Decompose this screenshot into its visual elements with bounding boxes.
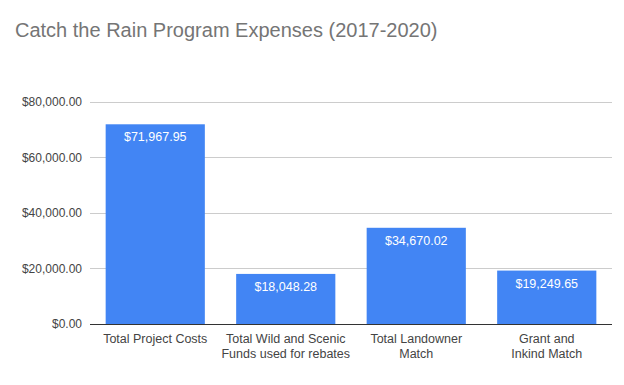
x-tick-label-line: Total Project Costs xyxy=(103,332,207,346)
y-tick-label: $40,000.00 xyxy=(22,206,82,220)
data-label: $19,249.65 xyxy=(515,277,578,291)
chart-title: Catch the Rain Program Expenses (2017-20… xyxy=(15,19,437,41)
chart-container: Catch the Rain Program Expenses (2017-20… xyxy=(0,0,624,385)
x-tick-label-line: Grant and xyxy=(519,332,575,346)
x-tick-label-line: Match xyxy=(399,347,433,361)
x-tick-label: Grant andInkind Match xyxy=(511,332,582,361)
x-tick-label-line: Inkind Match xyxy=(511,347,582,361)
labels: $71,967.95 Total Project Costs $18,048.28 T… xyxy=(103,130,582,361)
x-tick-label-line: Total Wild and Scenic xyxy=(226,332,346,346)
x-tick-label: Total LandownerMatch xyxy=(370,332,462,361)
x-tick-label: Total Wild and ScenicFunds used for reba… xyxy=(221,332,350,361)
y-tick-label: $60,000.00 xyxy=(22,151,82,165)
bars xyxy=(106,124,597,324)
data-label: $34,670.02 xyxy=(385,234,448,248)
data-label: $71,967.95 xyxy=(124,130,187,144)
x-tick-label-line: Total Landowner xyxy=(370,332,462,346)
bar xyxy=(106,124,205,324)
bar xyxy=(497,271,596,324)
background xyxy=(0,0,624,385)
chart-svg: Catch the Rain Program Expenses (2017-20… xyxy=(0,0,624,385)
data-label: $18,048.28 xyxy=(254,280,317,294)
y-tick-label: $80,000.00 xyxy=(22,95,82,109)
grid-line xyxy=(90,102,612,103)
bar xyxy=(367,228,466,324)
y-tick-label: $0.00 xyxy=(52,317,82,331)
y-tick-label: $20,000.00 xyxy=(22,262,82,276)
x-tick-label-line: Funds used for rebates xyxy=(221,347,350,361)
x-tick-label: Total Project Costs xyxy=(103,332,207,346)
bar xyxy=(236,274,335,324)
